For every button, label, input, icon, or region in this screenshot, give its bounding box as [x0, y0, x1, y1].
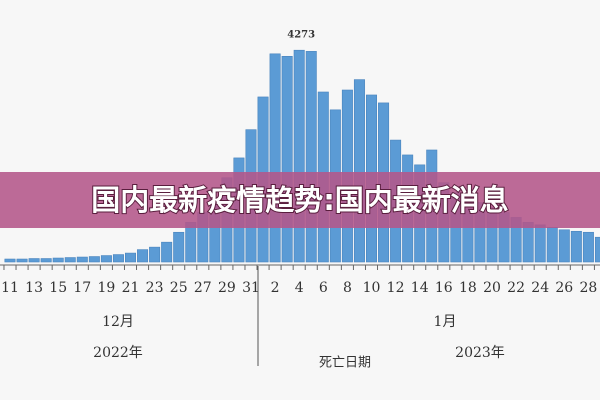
x-tick-label: 22: [507, 280, 525, 296]
month-label: 12月: [102, 314, 134, 330]
bar: [570, 230, 582, 263]
bar: [281, 56, 293, 263]
bar: [88, 256, 100, 263]
bar: [76, 256, 88, 263]
x-tick-label: 29: [218, 280, 236, 296]
x-tick-label: 8: [343, 280, 352, 296]
bar: [594, 236, 600, 263]
bar: [40, 258, 52, 263]
bar: [52, 257, 64, 263]
bar: [4, 258, 16, 263]
bar: [269, 53, 281, 263]
x-tick-label: 20: [483, 280, 501, 296]
month-label: 1月: [434, 314, 457, 330]
bar: [149, 246, 161, 263]
x-tick-label: 6: [319, 280, 328, 296]
x-tick-label: 27: [194, 280, 212, 296]
bar: [582, 231, 594, 263]
bar: [173, 231, 185, 263]
value-label: 4273: [287, 30, 315, 41]
bar: [353, 79, 365, 263]
bar: [522, 222, 534, 263]
bar: [546, 227, 558, 263]
x-tick-label: 21: [122, 280, 140, 296]
x-tick-label: 23: [146, 280, 164, 296]
x-tick-label: 26: [555, 280, 573, 296]
x-tick-label: 2: [271, 280, 280, 296]
banner-title: 国内最新疫情趋势:国内最新消息: [91, 183, 509, 217]
bar: [100, 255, 112, 263]
bar: [293, 49, 305, 263]
x-tick-label: 16: [435, 280, 453, 296]
bar: [16, 258, 28, 263]
bar: [305, 51, 317, 263]
x-tick-label: 15: [49, 280, 67, 296]
x-tick-label: 10: [363, 280, 381, 296]
bar: [137, 249, 149, 263]
x-tick-label: 24: [531, 280, 549, 296]
x-tick-label: 18: [459, 280, 477, 296]
bar: [64, 257, 76, 263]
x-tick-label: 19: [97, 280, 115, 296]
x-tick-label: 13: [25, 280, 43, 296]
x-tick-label: 11: [1, 280, 19, 296]
year-label: 2022年: [93, 345, 143, 361]
banner: [0, 172, 600, 228]
bar: [112, 254, 124, 263]
x-tick-label: 28: [579, 280, 597, 296]
bar: [558, 229, 570, 263]
x-tick-label: 31: [242, 280, 260, 296]
bar: [534, 224, 546, 263]
x-axis-title: 死亡日期: [319, 356, 371, 371]
x-tick-label: 17: [73, 280, 91, 296]
bar: [125, 252, 137, 263]
x-tick-label: 25: [170, 280, 188, 296]
x-tick-label: 14: [411, 280, 429, 296]
bar: [161, 241, 173, 263]
x-tick-label: 12: [387, 280, 405, 296]
bar: [28, 258, 40, 263]
x-tick-label: 4: [295, 280, 304, 296]
year-label: 2023年: [455, 345, 505, 361]
bar: [185, 222, 197, 263]
